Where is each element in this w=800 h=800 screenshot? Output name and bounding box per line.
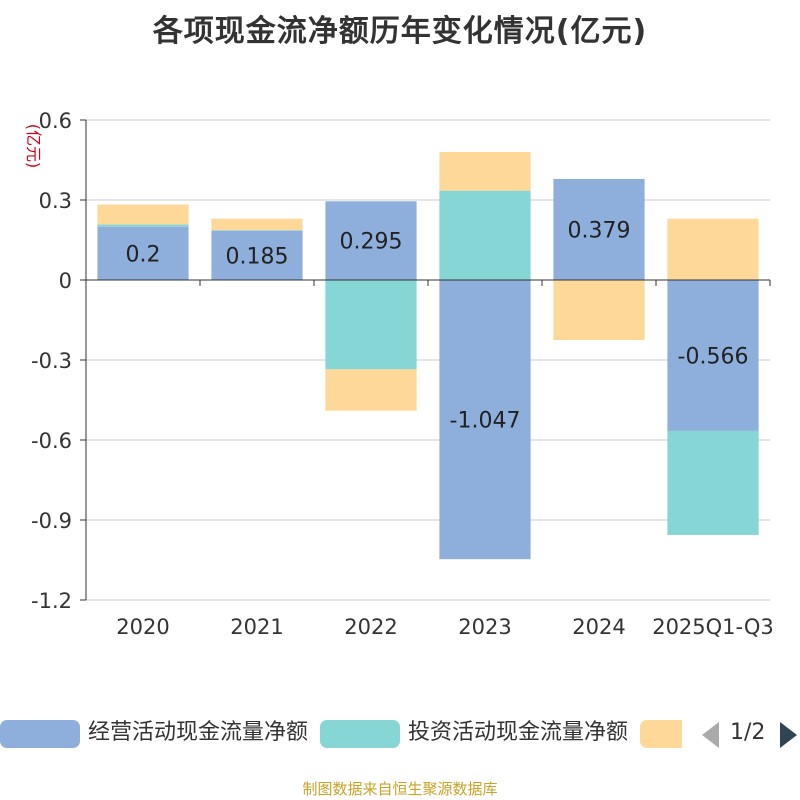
bar-series2: [97, 224, 189, 227]
x-tick-label: 2020: [116, 615, 169, 639]
legend-item-investing[interactable]: 投资活动现金流量净额: [320, 716, 630, 752]
bar-series1: [667, 280, 759, 431]
y-axis-label: (亿元): [24, 124, 43, 169]
legend-item-financing[interactable]: [640, 716, 690, 752]
bar-series1: [211, 230, 303, 280]
legend-pager: 1/2: [700, 716, 800, 752]
pager-next-icon[interactable]: [780, 722, 797, 748]
bar-series3: [439, 152, 531, 191]
bar-series1: [325, 201, 417, 280]
y-tick-label: -0.3: [31, 349, 72, 373]
legend-label-investing: 投资活动现金流量净额: [408, 720, 629, 745]
bar-series1: [97, 226, 189, 280]
bar-series1: [553, 178, 645, 280]
bar-series2: [325, 280, 417, 370]
bar-series3: [97, 204, 189, 225]
data-source-footer: 制图数据来自恒生聚源数据库: [302, 780, 498, 798]
x-tick-label: 2021: [230, 615, 283, 639]
legend-item-operating[interactable]: 经营活动现金流量净额: [0, 716, 308, 752]
y-tick-label: 0.6: [39, 109, 72, 133]
bar-series3: [553, 280, 645, 340]
x-tick-label: 2022: [344, 615, 397, 639]
bar-series3: [667, 218, 759, 280]
pager-prev-icon[interactable]: [702, 722, 719, 748]
data-label: 0.185: [226, 244, 289, 269]
legend-swatch-operating: [0, 720, 80, 748]
pager-text: 1/2: [730, 720, 766, 745]
y-tick-label: 0: [59, 269, 72, 293]
x-tick-label: 2023: [458, 615, 511, 639]
legend-swatch-investing: [320, 720, 400, 748]
y-tick-label: 0.3: [39, 189, 72, 213]
y-tick-label: -0.6: [31, 429, 72, 453]
bar-series1: [439, 280, 531, 560]
y-tick-label: -0.9: [31, 509, 72, 533]
data-label: 0.295: [340, 230, 403, 255]
x-tick-label: 2024: [572, 615, 625, 639]
data-label: -1.047: [450, 409, 521, 434]
bar-series2: [667, 430, 759, 535]
legend-swatch-financing: [640, 720, 682, 748]
bar-series2: [439, 190, 531, 280]
data-label: -0.566: [678, 344, 749, 369]
legend-label-operating: 经营活动现金流量净额: [88, 720, 309, 745]
x-tick-label: 2025Q1-Q3: [652, 615, 774, 639]
bar-series3: [211, 218, 303, 231]
bar-series3: [325, 369, 417, 411]
chart-title: 各项现金流净额历年变化情况(亿元): [152, 14, 648, 49]
chart-plot: 0.6 0.3 0 -0.3 -0.6 -0.9 -1.2 (亿元) 2020 2021 2022 2…: [24, 109, 774, 639]
bar-series2: [211, 230, 303, 231]
y-tick-label: -1.2: [31, 589, 72, 613]
data-label: 0.379: [568, 218, 631, 243]
data-label: 0.2: [126, 242, 161, 267]
